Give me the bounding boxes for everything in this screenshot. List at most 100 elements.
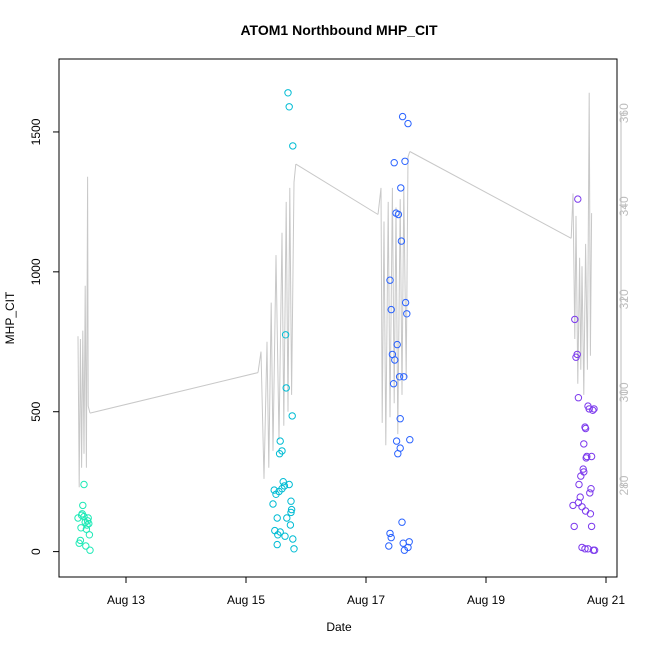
- series-line-4: [377, 151, 411, 446]
- chart-title: ATOM1 Northbound MHP_CIT: [240, 22, 437, 38]
- data-point-s0-4: [79, 501, 87, 510]
- data-point-s2-15: [397, 184, 405, 192]
- data-point-s3-16: [583, 452, 591, 461]
- data-point-s0-15: [77, 524, 85, 532]
- data-point-s2-8: [392, 437, 401, 445]
- y-tick-label-1: 500: [29, 401, 43, 421]
- data-point-s2-5: [390, 159, 398, 167]
- data-point-s3-27: [581, 545, 589, 553]
- data-point-s1-25: [276, 528, 284, 536]
- data-point-s2-17: [398, 518, 406, 526]
- y2-tick-label-4: 360: [617, 103, 631, 123]
- data-point-s3-33: [574, 498, 583, 507]
- data-point-s1-15: [282, 384, 290, 392]
- data-point-s3-32: [581, 507, 590, 515]
- x-tick-label-0: Aug 13: [107, 593, 145, 607]
- y-tick-label-2: 1000: [29, 258, 43, 285]
- data-point-s3-10: [578, 503, 586, 511]
- line-layer: [77, 92, 593, 488]
- data-point-s2-22: [401, 157, 409, 166]
- secondary-y-axis: 280 300 320 340 360: [617, 103, 631, 496]
- data-point-s1-20: [289, 142, 297, 150]
- data-point-s1-23: [286, 521, 295, 529]
- data-point-s3-31: [580, 468, 588, 476]
- data-point-s3-14: [581, 424, 590, 433]
- data-point-s1-26: [283, 514, 291, 522]
- data-point-s1-13: [281, 532, 289, 540]
- data-point-s2-6: [391, 356, 399, 364]
- data-point-s2-26: [404, 543, 412, 552]
- data-point-s3-25: [587, 522, 596, 531]
- series-line-2: [257, 164, 297, 479]
- data-point-s1-28: [287, 505, 296, 514]
- data-point-s1-18: [287, 497, 295, 505]
- data-point-s0-13: [85, 531, 94, 539]
- data-point-s2-1: [386, 529, 394, 538]
- data-point-s2-28: [406, 436, 414, 444]
- data-point-s3-19: [586, 489, 594, 497]
- data-point-s0-8: [82, 542, 90, 550]
- data-point-s3-20: [586, 510, 595, 518]
- x-tick-label-4: Aug 21: [587, 593, 625, 607]
- data-point-s2-4: [389, 380, 398, 388]
- data-point-s2-25: [404, 119, 412, 128]
- data-point-s1-17: [285, 103, 293, 111]
- data-point-s3-6: [574, 394, 583, 402]
- data-point-s1-22: [287, 508, 295, 517]
- data-point-s0-16: [78, 510, 86, 518]
- data-point-s3-5: [574, 195, 582, 203]
- data-point-s2-9: [393, 340, 401, 349]
- data-point-s3-2: [571, 315, 579, 324]
- data-point-s3-24: [590, 405, 598, 413]
- data-point-s1-19: [288, 412, 296, 420]
- x-tick-label-1: Aug 15: [227, 593, 265, 607]
- series-line-1: [89, 372, 259, 414]
- data-point-s1-24: [273, 540, 281, 549]
- data-point-s2-13: [396, 415, 404, 423]
- data-point-s3-23: [589, 406, 597, 414]
- series-line-5: [409, 151, 572, 239]
- data-point-s2-20: [400, 373, 408, 381]
- data-point-s3-1: [570, 522, 578, 531]
- data-point-s3-30: [590, 546, 599, 554]
- data-point-s3-22: [587, 452, 596, 461]
- data-point-s1-9: [278, 447, 286, 455]
- y-axis: 0 500 1000 1500: [29, 118, 59, 555]
- data-point-s0-9: [83, 521, 91, 529]
- data-point-s2-2: [387, 533, 395, 542]
- data-point-s2-11: [394, 210, 403, 219]
- data-point-s3-21: [587, 485, 595, 493]
- data-point-s1-4: [273, 514, 281, 522]
- data-point-s2-14: [396, 444, 404, 452]
- data-point-s1-14: [281, 331, 290, 339]
- series-line-3: [295, 163, 379, 215]
- y2-tick-label-3: 340: [617, 196, 631, 216]
- data-point-s0-17: [82, 525, 91, 533]
- x-tick-label-3: Aug 19: [467, 593, 505, 607]
- data-point-s3-12: [580, 440, 588, 448]
- plot-frame: [58, 58, 618, 578]
- series-line-0: [77, 176, 91, 488]
- y-axis-label: MHP_CIT: [3, 291, 17, 344]
- data-point-s2-12: [395, 373, 404, 381]
- data-point-s0-2: [76, 536, 85, 545]
- data-point-s3-18: [585, 405, 593, 413]
- data-point-s1-16: [284, 89, 292, 97]
- data-point-s1-29: [289, 535, 297, 543]
- data-point-s3-11: [579, 465, 587, 473]
- data-point-s1-11: [279, 478, 287, 486]
- data-point-s2-18: [398, 112, 407, 121]
- y2-tick-label-1: 300: [617, 382, 631, 402]
- x-axis: Aug 13 Aug 15 Aug 17 Aug 19 Aug 21: [107, 577, 625, 607]
- data-point-s1-21: [290, 545, 298, 553]
- data-point-s0-11: [84, 514, 92, 522]
- x-axis-label: Date: [326, 620, 352, 634]
- data-point-s3-4: [573, 350, 581, 359]
- data-point-s1-12: [280, 482, 289, 490]
- data-point-s1-0: [269, 500, 277, 508]
- data-point-s3-7: [575, 480, 583, 489]
- data-point-s1-27: [285, 480, 293, 489]
- x-tick-label-2: Aug 17: [347, 593, 385, 607]
- y-tick-label-3: 1500: [29, 118, 43, 145]
